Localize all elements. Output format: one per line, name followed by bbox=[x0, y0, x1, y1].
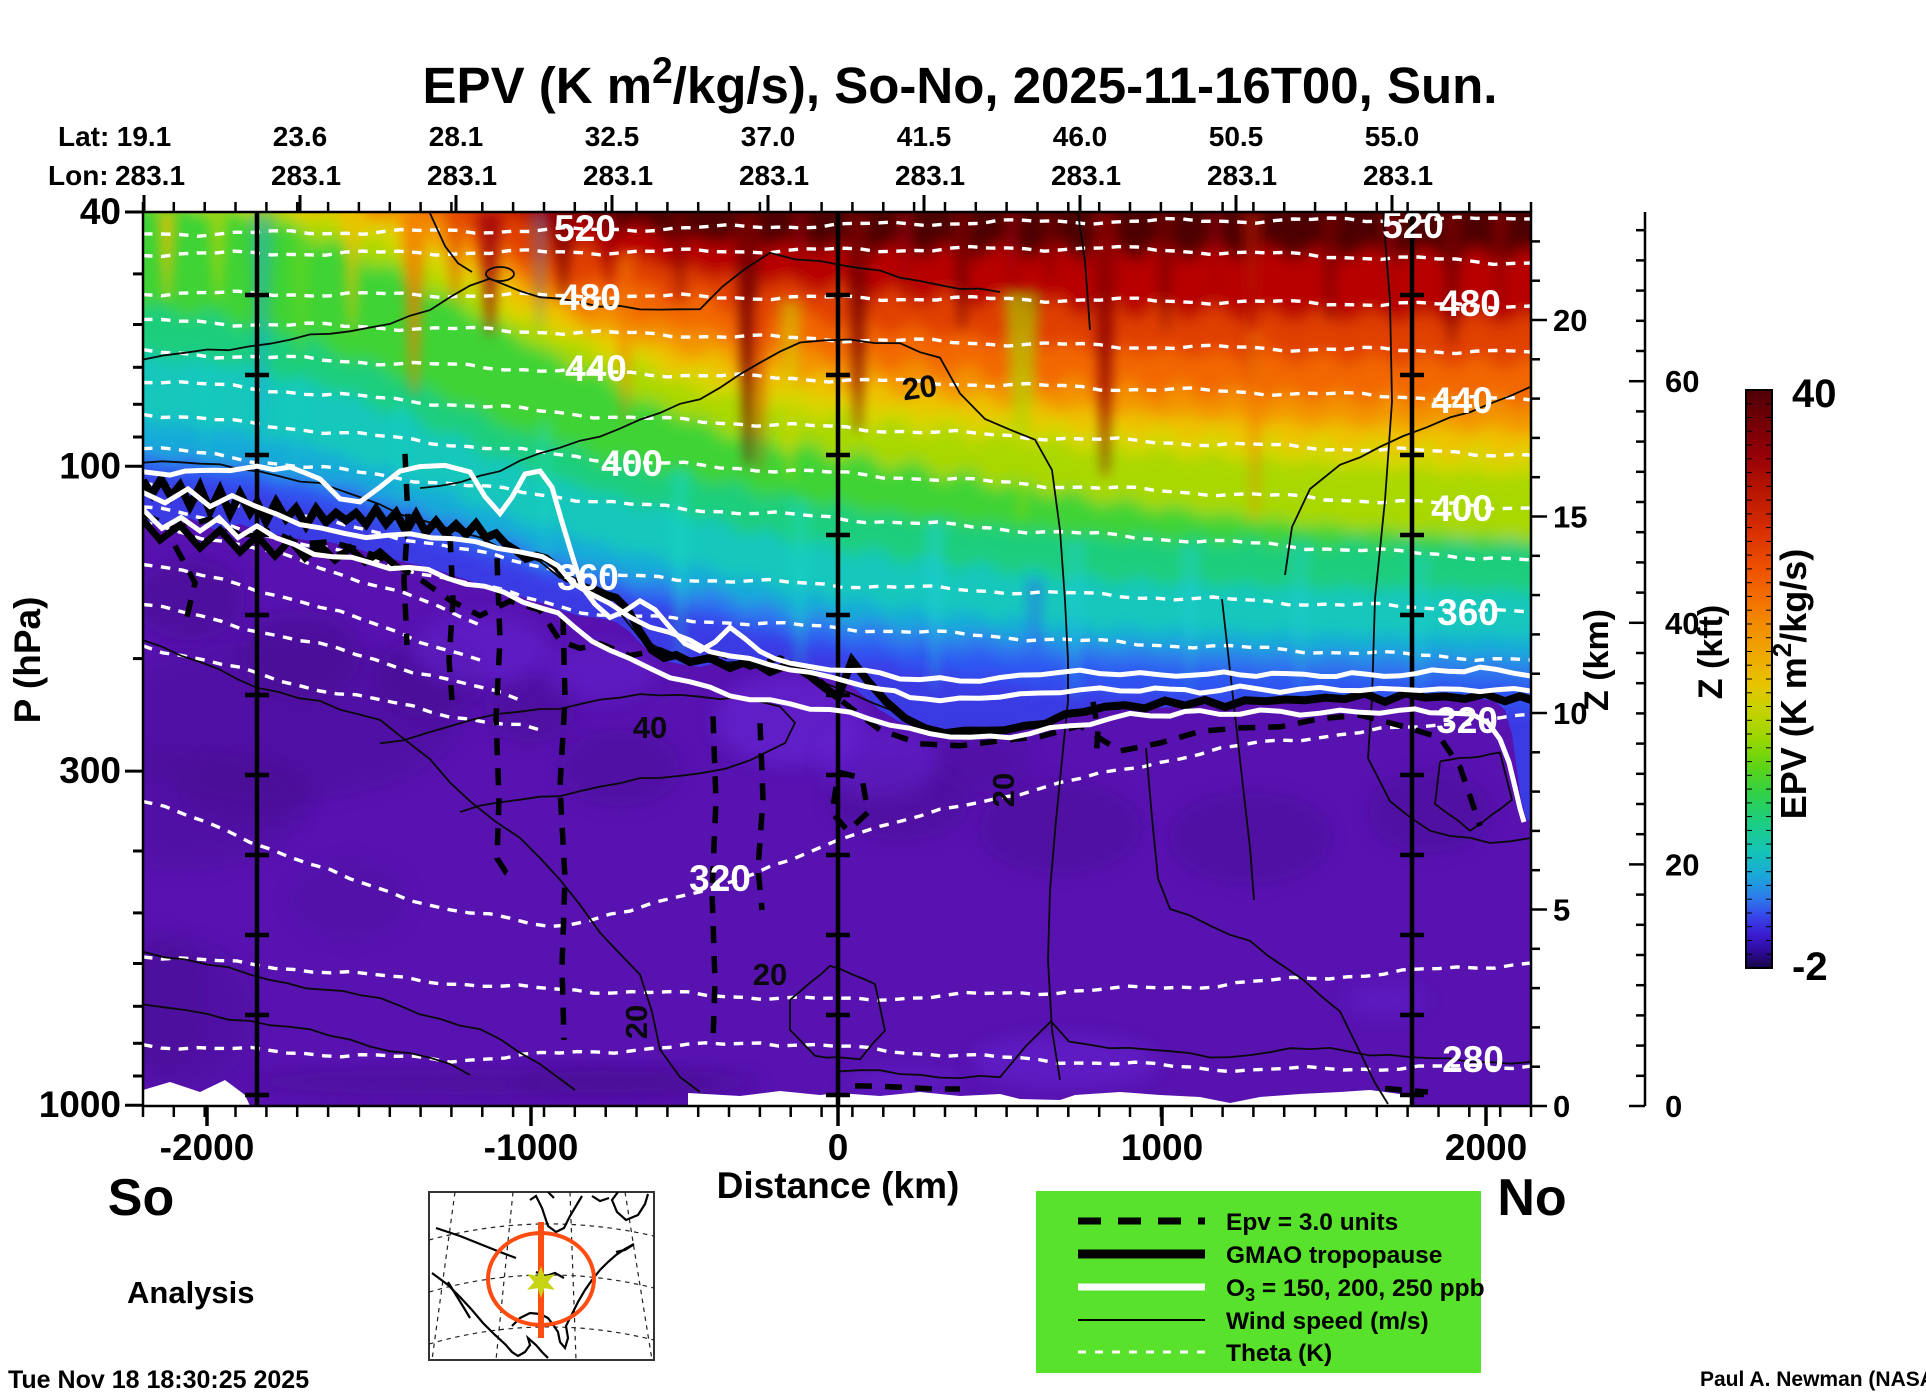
svg-text:Tue Nov 18 18:30:25 2025: Tue Nov 18 18:30:25 2025 bbox=[8, 1366, 309, 1394]
svg-text:46.0: 46.0 bbox=[1053, 121, 1108, 152]
svg-text:40: 40 bbox=[1665, 606, 1699, 641]
svg-text:20: 20 bbox=[986, 773, 1021, 807]
svg-text:480: 480 bbox=[1439, 283, 1501, 324]
svg-text:No: No bbox=[1497, 1169, 1566, 1227]
svg-text:Analysis: Analysis bbox=[127, 1275, 255, 1310]
svg-text:15: 15 bbox=[1553, 500, 1587, 535]
svg-text:23.6: 23.6 bbox=[273, 121, 328, 152]
svg-text:10: 10 bbox=[1553, 696, 1587, 731]
svg-text:20: 20 bbox=[1665, 847, 1699, 882]
svg-text:1000: 1000 bbox=[39, 1084, 121, 1125]
svg-text:20: 20 bbox=[753, 957, 787, 992]
svg-text:Distance (km): Distance (km) bbox=[717, 1165, 960, 1206]
svg-text:37.0: 37.0 bbox=[741, 121, 796, 152]
svg-text:41.5: 41.5 bbox=[897, 121, 952, 152]
svg-text:283.1: 283.1 bbox=[427, 160, 497, 191]
svg-text:283.1: 283.1 bbox=[115, 160, 185, 191]
svg-text:360: 360 bbox=[1437, 592, 1499, 633]
svg-text:20: 20 bbox=[1553, 303, 1587, 338]
svg-text:0: 0 bbox=[828, 1127, 849, 1168]
svg-text:283.1: 283.1 bbox=[895, 160, 965, 191]
svg-text:Wind speed (m/s): Wind speed (m/s) bbox=[1226, 1308, 1429, 1335]
svg-text:50.5: 50.5 bbox=[1209, 121, 1264, 152]
svg-text:360: 360 bbox=[557, 557, 619, 598]
svg-text:40: 40 bbox=[80, 191, 121, 232]
svg-text:-2: -2 bbox=[1792, 945, 1828, 989]
svg-text:283.1: 283.1 bbox=[271, 160, 341, 191]
svg-text:300: 300 bbox=[59, 750, 121, 791]
svg-text:320: 320 bbox=[1436, 700, 1498, 741]
svg-text:0: 0 bbox=[1553, 1089, 1570, 1124]
svg-text:320: 320 bbox=[689, 858, 751, 899]
svg-text:480: 480 bbox=[559, 277, 621, 318]
svg-text:20: 20 bbox=[619, 1005, 654, 1039]
svg-text:60: 60 bbox=[1665, 364, 1699, 399]
svg-text:5: 5 bbox=[1553, 893, 1570, 928]
svg-text:Z (km): Z (km) bbox=[1578, 609, 1616, 711]
svg-text:Theta (K): Theta (K) bbox=[1226, 1340, 1332, 1367]
svg-text:Lat:: Lat: bbox=[58, 121, 109, 152]
svg-text:0: 0 bbox=[1665, 1089, 1682, 1124]
svg-text:Lon:: Lon: bbox=[48, 160, 109, 191]
svg-text:55.0: 55.0 bbox=[1365, 121, 1420, 152]
svg-text:28.1: 28.1 bbox=[429, 121, 484, 152]
svg-text:2000: 2000 bbox=[1445, 1127, 1527, 1168]
svg-text:GMAO tropopause: GMAO tropopause bbox=[1226, 1242, 1442, 1269]
svg-text:400: 400 bbox=[1431, 488, 1493, 529]
svg-text:520: 520 bbox=[554, 208, 616, 249]
svg-text:283.1: 283.1 bbox=[1051, 160, 1121, 191]
svg-text:Paul A. Newman (NASA: Paul A. Newman (NASA bbox=[1700, 1368, 1926, 1391]
svg-text:283.1: 283.1 bbox=[583, 160, 653, 191]
svg-text:Epv = 3.0 units: Epv = 3.0 units bbox=[1226, 1209, 1398, 1236]
svg-text:EPV (K m2/kg/s): EPV (K m2/kg/s) bbox=[1767, 549, 1814, 820]
svg-text:100: 100 bbox=[59, 445, 121, 486]
svg-text:280: 280 bbox=[1442, 1039, 1504, 1080]
svg-text:20: 20 bbox=[900, 368, 939, 407]
svg-text:19.1: 19.1 bbox=[117, 121, 172, 152]
svg-text:Z (kft): Z (kft) bbox=[1692, 605, 1730, 699]
svg-text:P (hPa): P (hPa) bbox=[7, 597, 48, 724]
svg-text:-1000: -1000 bbox=[484, 1127, 579, 1168]
svg-text:EPV (K m2/kg/s), So-No, 2025-1: EPV (K m2/kg/s), So-No, 2025-11-16T00, S… bbox=[423, 50, 1498, 115]
svg-text:32.5: 32.5 bbox=[585, 121, 640, 152]
svg-text:283.1: 283.1 bbox=[1207, 160, 1277, 191]
svg-text:So: So bbox=[108, 1169, 174, 1227]
svg-text:283.1: 283.1 bbox=[739, 160, 809, 191]
svg-text:-2000: -2000 bbox=[160, 1127, 255, 1168]
svg-text:400: 400 bbox=[601, 443, 663, 484]
svg-text:40: 40 bbox=[633, 710, 667, 745]
svg-text:O3 = 150, 200, 250 ppb: O3 = 150, 200, 250 ppb bbox=[1226, 1275, 1485, 1305]
svg-text:1000: 1000 bbox=[1121, 1127, 1203, 1168]
svg-text:283.1: 283.1 bbox=[1363, 160, 1433, 191]
svg-text:440: 440 bbox=[1431, 380, 1493, 421]
svg-text:40: 40 bbox=[1792, 372, 1837, 416]
svg-text:440: 440 bbox=[565, 348, 627, 389]
